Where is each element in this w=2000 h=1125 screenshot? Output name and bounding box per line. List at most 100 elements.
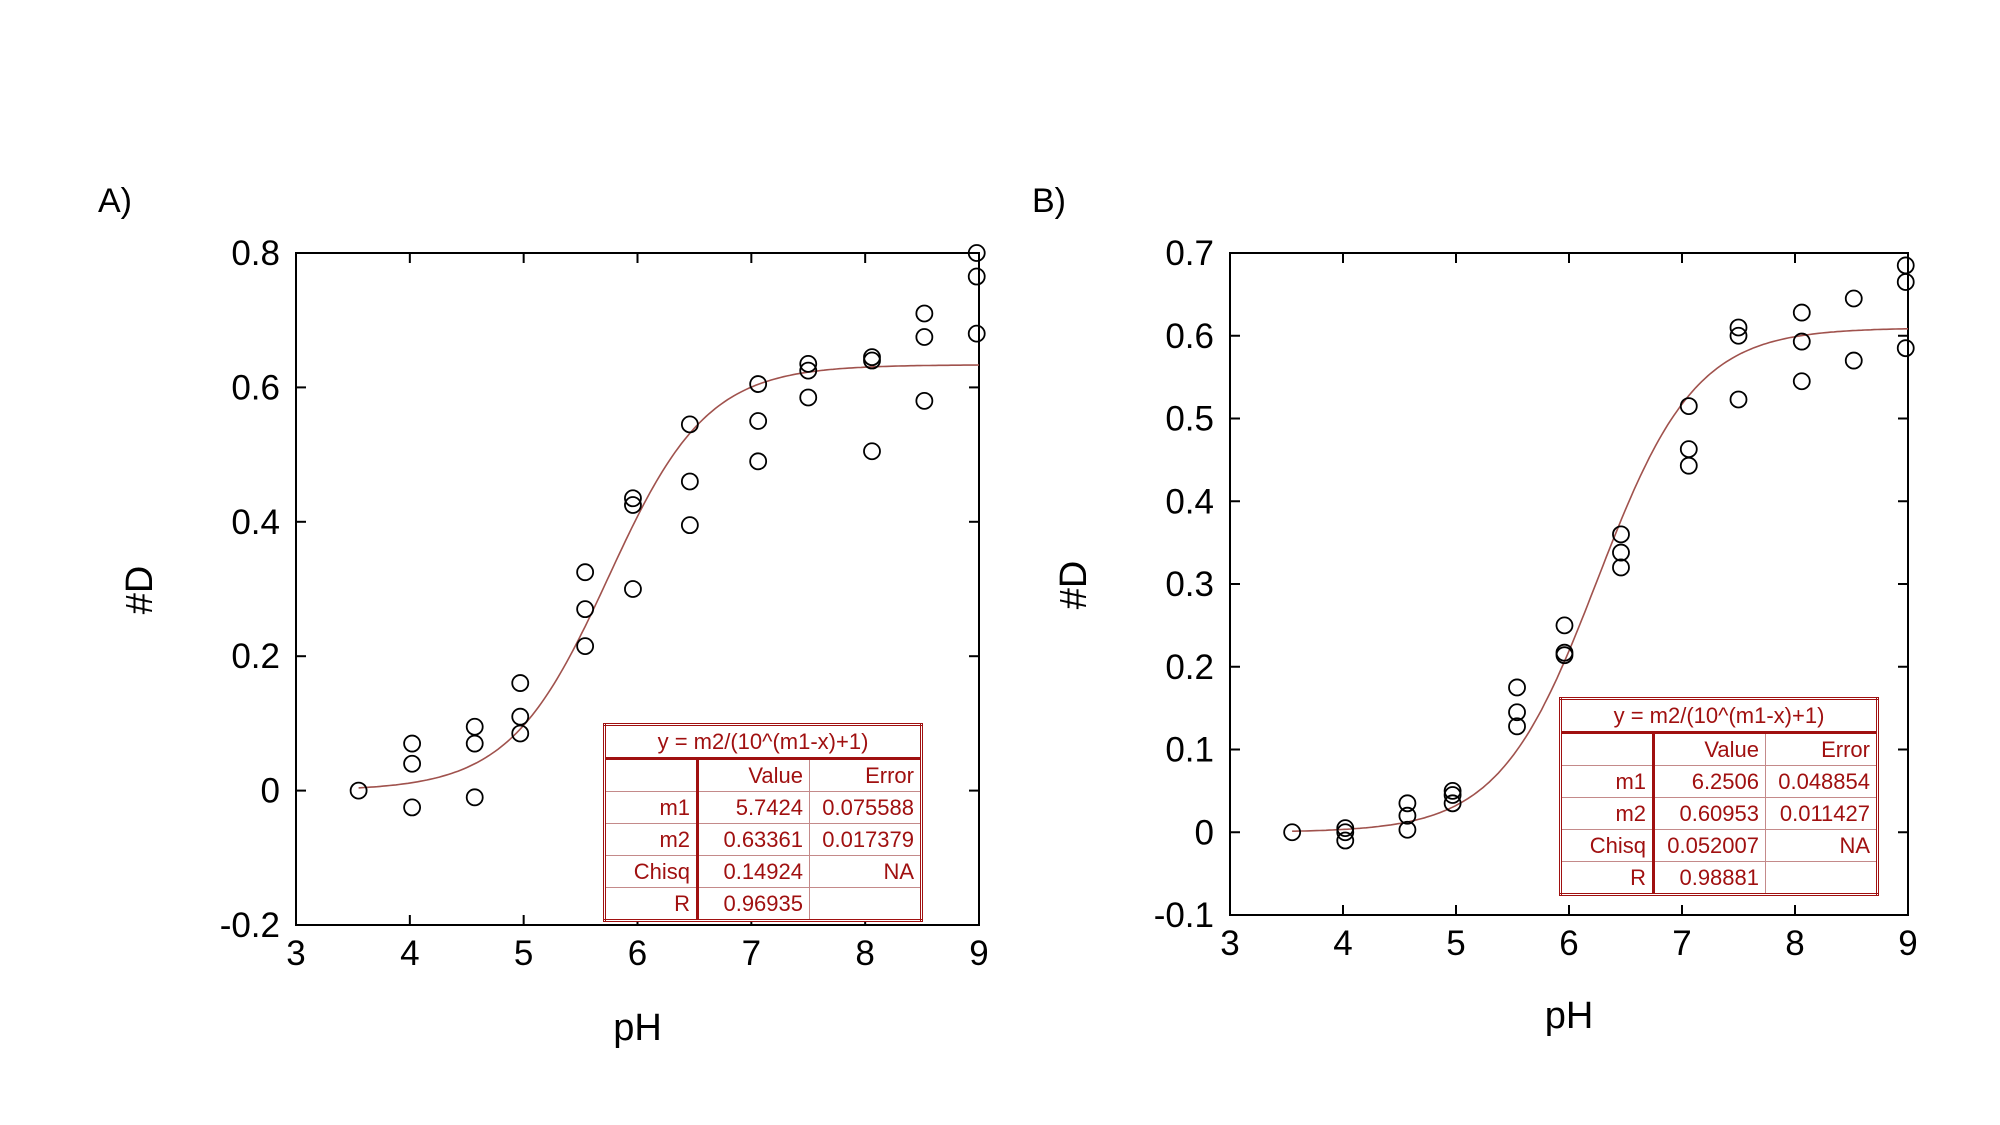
data-point: [1555, 616, 1574, 635]
row-value: 5.7424: [697, 791, 810, 824]
x-axis-title: pH: [613, 1007, 662, 1049]
row-label: m1: [1560, 765, 1655, 798]
y-tick-label: 0.2: [1165, 648, 1214, 687]
y-tick-label: 0.8: [231, 234, 280, 273]
data-point: [624, 580, 642, 598]
x-tick-label: 5: [1446, 924, 1465, 963]
data-point: [1792, 372, 1811, 391]
table-header-row: Value Error: [1560, 732, 1878, 766]
data-point: [1729, 326, 1748, 345]
y-tick-label: 0.5: [1165, 400, 1214, 439]
y-axis-title: #D: [1053, 561, 1095, 610]
y-tick-label: -0.1: [1154, 896, 1214, 935]
row-value: 0.052007: [1653, 829, 1766, 862]
row-label: Chisq: [604, 855, 699, 888]
data-point: [799, 361, 818, 380]
data-point: [465, 788, 484, 807]
y-tick-label: 0.4: [231, 503, 280, 542]
data-point: [1443, 794, 1462, 813]
data-point: [749, 452, 768, 471]
y-axis-title: #D: [119, 566, 161, 615]
data-point: [1896, 256, 1915, 275]
header-blank: [1560, 732, 1655, 766]
data-point: [1398, 820, 1417, 839]
data-point: [915, 328, 934, 346]
header-error: Error: [809, 758, 922, 792]
data-point: [1283, 823, 1302, 842]
data-point: [1398, 806, 1417, 825]
data-point: [1443, 786, 1462, 804]
data-point: [967, 244, 986, 262]
data-point: [1336, 831, 1355, 850]
data-point: [624, 496, 642, 514]
data-point: [465, 717, 484, 736]
chart-a-plot: 3 4 5 6 7 8 9 -0.2 0 0.2 0.4 0.6 0.8 pH #D: [119, 234, 989, 1049]
row-error: 0.075588: [809, 791, 922, 824]
y-tick-label: 0.6: [1165, 317, 1214, 356]
data-point: [863, 348, 881, 367]
y-tick-label: 0.7: [1165, 234, 1214, 273]
data-point: [1896, 273, 1915, 291]
x-tick-label: 7: [1672, 924, 1691, 963]
chart-b-plot: 3 4 5 6 7 8 9 -0.1 0 0.1 0.2 0.3 0.4 0.5 0.6 0.7 pH #D: [1053, 234, 1918, 1037]
table-row: m2 0.60953 0.011427: [1560, 797, 1878, 830]
row-value: 0.96935: [697, 887, 810, 921]
table-row: m2 0.63361 0.017379: [604, 823, 922, 856]
panel-b: B) 3 4 5 6 7 8 9 -0.1 0 0.1 0.2 0.3 0.4 0.5 0.6 0.7 pH #D…: [1000, 0, 2000, 1125]
data-point: [680, 415, 699, 434]
data-point: [915, 391, 934, 410]
row-value: 6.2506: [1653, 765, 1766, 798]
y-tick-label: 0: [1195, 813, 1214, 852]
x-tick-label: 5: [514, 934, 533, 973]
data-point: [1729, 318, 1748, 337]
table-row: Chisq 0.052007 NA: [1560, 829, 1878, 862]
x-tick-label: 8: [855, 934, 874, 973]
x-tick-label: 9: [1898, 924, 1917, 963]
data-point: [465, 734, 484, 753]
header-error: Error: [1765, 732, 1878, 766]
row-label: m1: [604, 791, 699, 824]
y-tick-label: 0.4: [1165, 482, 1214, 521]
data-point: [1612, 543, 1630, 562]
data-point: [1679, 456, 1698, 475]
x-tick-label: 4: [400, 934, 419, 973]
data-point: [1443, 781, 1462, 800]
data-point: [403, 754, 422, 773]
table-row: R 0.98881: [1560, 861, 1878, 895]
data-point: [624, 489, 642, 508]
row-value: 0.63361: [697, 823, 810, 856]
data-point: [1844, 351, 1863, 370]
data-point: [511, 724, 530, 743]
data-point: [799, 354, 818, 373]
data-point: [863, 351, 881, 370]
data-point: [1729, 390, 1748, 409]
data-point: [1844, 289, 1863, 308]
data-point: [403, 734, 422, 753]
x-tick-label: 6: [1559, 924, 1578, 963]
data-point: [1555, 646, 1574, 665]
table-row: R 0.96935: [604, 887, 922, 921]
fit-results-table: y = m2/(10^(m1-x)+1) Value Error m1 6.25…: [1559, 697, 1879, 896]
x-tick-label: 3: [286, 934, 305, 973]
row-error: 0.048854: [1765, 765, 1878, 798]
data-point: [576, 600, 595, 619]
data-point: [576, 637, 595, 656]
row-value: 0.98881: [1653, 861, 1766, 895]
y-tick-label: 0.2: [231, 637, 280, 676]
table-row: m1 6.2506 0.048854: [1560, 765, 1878, 798]
table-row: Chisq 0.14924 NA: [604, 855, 922, 888]
row-error: 0.011427: [1765, 797, 1878, 830]
data-point: [915, 304, 934, 323]
data-point: [967, 324, 986, 343]
row-value: 0.60953: [1653, 797, 1766, 830]
data-point: [511, 674, 530, 692]
row-error: NA: [1765, 829, 1878, 862]
data-point: [967, 267, 986, 286]
y-tick-label: 0.6: [231, 368, 280, 407]
x-tick-label: 3: [1220, 924, 1239, 963]
y-tick-label: 0: [261, 772, 280, 811]
data-point: [403, 798, 422, 817]
data-point: [680, 472, 699, 491]
data-point: [1612, 558, 1630, 577]
data-point: [1792, 332, 1811, 351]
